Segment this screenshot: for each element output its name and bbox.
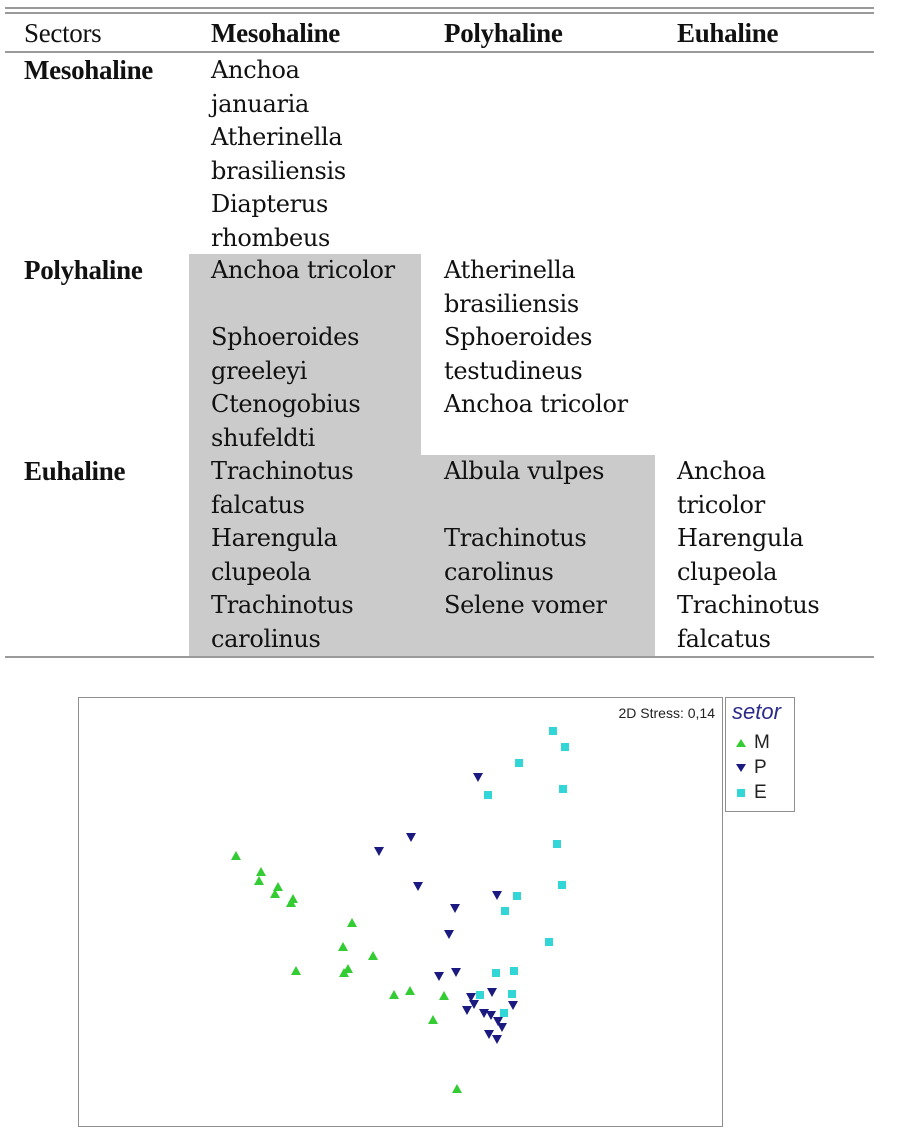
- cell-poly-meso: Anchoa tricolor Sphoeroides greeleyi Cte…: [211, 256, 395, 452]
- data-point-m: [273, 882, 283, 891]
- data-point-m: [368, 951, 378, 960]
- shade-eu-meso: [189, 455, 421, 656]
- data-point-p: [497, 1023, 507, 1032]
- data-point-p: [473, 773, 483, 782]
- data-point-e: [545, 938, 553, 946]
- legend-label-p: P: [754, 757, 767, 778]
- data-point-e: [510, 967, 518, 975]
- header-euhaline: Euhaline: [677, 18, 779, 48]
- stress-annotation: 2D Stress: 0,14: [618, 705, 716, 721]
- legend-title: setor: [732, 699, 781, 724]
- data-point-m: [405, 986, 415, 995]
- row-label-euhaline: Euhaline: [24, 456, 126, 486]
- data-point-p: [486, 1011, 496, 1020]
- data-point-e: [484, 791, 492, 799]
- scatter-points: [231, 727, 569, 1093]
- table-top-rule-2: [5, 12, 874, 14]
- data-point-m: [291, 966, 301, 975]
- data-point-m: [389, 990, 399, 999]
- legend-label-e: E: [754, 782, 767, 803]
- data-point-e: [553, 840, 561, 848]
- mds-plot: 2D Stress: 0,14: [78, 697, 723, 1127]
- cell-poly-poly: Atherinella brasiliensis Sphoeroides tes…: [444, 256, 628, 418]
- data-point-m: [231, 851, 241, 860]
- data-point-e: [508, 990, 516, 998]
- data-point-e: [501, 907, 509, 915]
- data-point-e: [515, 759, 523, 767]
- data-point-m: [338, 942, 348, 951]
- data-point-p: [492, 891, 502, 900]
- triangle-down-icon: [736, 763, 746, 772]
- data-point-p: [413, 882, 423, 891]
- data-point-e: [561, 743, 569, 751]
- header-mesohaline: Mesohaline: [211, 18, 340, 48]
- data-point-m: [439, 991, 449, 1000]
- row-label-polyhaline: Polyhaline: [24, 255, 143, 285]
- data-point-p: [492, 1035, 502, 1044]
- data-point-p: [469, 1000, 479, 1009]
- data-point-m: [452, 1084, 462, 1093]
- legend-item-m: M: [734, 731, 770, 755]
- row-label-mesohaline: Mesohaline: [24, 55, 153, 85]
- cell-eu-meso: Trachinotus falcatus Harengula clupeola …: [211, 457, 354, 653]
- data-point-p: [450, 904, 460, 913]
- data-point-e: [558, 881, 566, 889]
- data-point-p: [444, 930, 454, 939]
- legend: setor M P E: [725, 697, 795, 812]
- data-point-m: [347, 918, 357, 927]
- header-polyhaline: Polyhaline: [444, 18, 563, 48]
- cell-eu-eu: Anchoa tricolor Harengula clupeola Trach…: [677, 457, 820, 653]
- data-point-p: [487, 988, 497, 997]
- data-point-e: [476, 991, 484, 999]
- legend-item-p: P: [734, 756, 767, 780]
- table-bottom-rule: [5, 656, 874, 658]
- data-point-p: [508, 1001, 518, 1010]
- data-point-m: [286, 898, 296, 907]
- data-point-e: [549, 727, 557, 735]
- header-sectors: Sectors: [24, 18, 102, 48]
- data-point-p: [374, 847, 384, 856]
- data-point-p: [466, 993, 476, 1002]
- data-point-m: [339, 968, 349, 977]
- data-point-p: [406, 833, 416, 842]
- data-point-m: [256, 867, 266, 876]
- data-point-e: [513, 892, 521, 900]
- cell-eu-poly: Albula vulpes Trachinotus carolinus Sele…: [444, 457, 607, 619]
- data-point-e: [500, 1009, 508, 1017]
- table-header-rule: [5, 51, 874, 53]
- data-point-p: [434, 972, 444, 981]
- data-point-e: [559, 785, 567, 793]
- data-point-p: [484, 1030, 494, 1039]
- data-point-m: [254, 876, 264, 885]
- legend-label-m: M: [754, 732, 770, 753]
- data-point-p: [462, 1006, 472, 1015]
- triangle-up-icon: [736, 738, 746, 747]
- data-point-e: [492, 969, 500, 977]
- square-icon: [737, 788, 745, 797]
- shade-poly-meso: [189, 254, 421, 455]
- data-point-m: [428, 1015, 438, 1024]
- data-point-m: [270, 889, 280, 898]
- data-point-p: [451, 968, 461, 977]
- legend-item-e: E: [734, 781, 767, 805]
- cell-meso-meso: Anchoa januaria Atherinella brasiliensis…: [211, 56, 346, 252]
- shade-eu-poly: [421, 455, 655, 656]
- data-point-p: [493, 1017, 503, 1026]
- table-top-rule-1: [5, 7, 874, 9]
